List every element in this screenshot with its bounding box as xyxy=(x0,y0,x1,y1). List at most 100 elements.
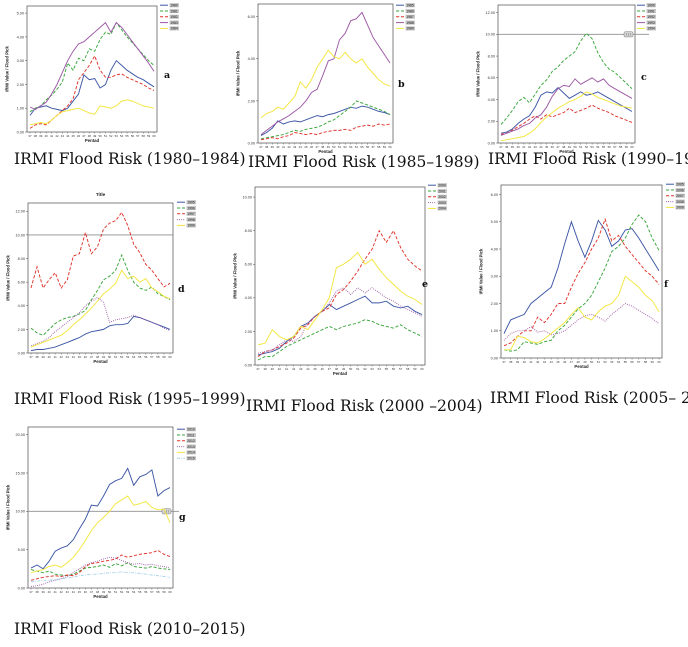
x-tick-label: 37 xyxy=(256,367,260,371)
legend-item-2004[interactable]: 2004 xyxy=(428,206,447,211)
x-tick-label: 42 xyxy=(528,145,532,149)
series-line-1983 xyxy=(29,21,155,110)
x-tick-label: 54 xyxy=(132,355,136,359)
y-tick-label: 8.00 xyxy=(488,54,495,58)
legend-item-2011[interactable]: 2011 xyxy=(177,432,196,437)
legend-item-1985[interactable]: 1985 xyxy=(396,3,415,8)
legend-item-1992[interactable]: 1992 xyxy=(637,14,656,19)
x-tick-label: 40 xyxy=(48,355,52,359)
x-tick-label: 49 xyxy=(93,134,97,138)
series-line-1990 xyxy=(500,86,633,134)
panel-letter-f: f xyxy=(664,279,669,290)
legend-label: 1980 xyxy=(170,4,178,8)
legend-item-1981[interactable]: 1981 xyxy=(160,8,179,13)
y-tick-label: 8.00 xyxy=(245,229,252,233)
series-line-2006 xyxy=(503,214,660,352)
x-tick-label: 37 xyxy=(502,360,506,364)
legend-item-1988[interactable]: 1988 xyxy=(396,20,415,25)
legend-label: 1994 xyxy=(647,27,655,31)
legend-label-highlight xyxy=(437,183,447,188)
x-tick-label: 51 xyxy=(597,360,601,364)
legend-label-highlight xyxy=(675,182,685,187)
legend-item-1996[interactable]: 1996 xyxy=(177,205,196,211)
x-tick-label: 59 xyxy=(383,145,387,149)
legend-label-highlight xyxy=(169,3,179,8)
x-tick-label: 51 xyxy=(114,355,118,359)
legend-item-1993[interactable]: 1993 xyxy=(637,20,656,25)
legend-label-highlight xyxy=(186,205,196,211)
panel-letter-e: e xyxy=(422,279,429,290)
x-tick-label: 41 xyxy=(522,145,526,149)
series-line-2000 xyxy=(257,295,423,356)
legend-item-1991[interactable]: 1991 xyxy=(637,8,656,13)
legend-item-1994[interactable]: 1994 xyxy=(637,26,656,31)
legend-item-2014[interactable]: 2014 xyxy=(177,450,196,455)
plot-border xyxy=(27,426,174,589)
legend-item-2005[interactable]: 2005 xyxy=(666,182,685,187)
y-tick-label: 3.00 xyxy=(491,275,498,279)
series-line-2001 xyxy=(257,319,423,361)
x-tick-label: 49 xyxy=(583,360,587,364)
x-tick-label: 43 xyxy=(66,590,70,594)
legend-item-2003[interactable]: 2003 xyxy=(428,200,447,205)
chart-panel-e: IRMI Value / Flood Pick 0.00 2.00 4.00 6.00 8… xyxy=(230,180,483,415)
series-line-2004 xyxy=(257,251,423,346)
legend-item-1989[interactable]: 1989 xyxy=(396,26,415,31)
legend-label: 2000 xyxy=(438,184,446,188)
legend-label-highlight xyxy=(646,3,656,8)
x-tick-label: 43 xyxy=(61,134,65,138)
legend-item-2001[interactable]: 2001 xyxy=(428,188,447,193)
y-tick-label: 10.00 xyxy=(485,33,495,37)
legend-item-2002[interactable]: 2002 xyxy=(428,194,447,199)
chart-c-caption: IRMI Flood Risk (1990–1994) xyxy=(488,150,688,168)
legend-label-highlight xyxy=(186,427,196,432)
legend-item-1998[interactable]: 1998 xyxy=(177,217,196,222)
x-axis-label: Pentad xyxy=(318,149,333,154)
legend-item-1983[interactable]: 1983 xyxy=(160,20,179,25)
chart-e-caption: IRMI Flood Risk (2000 –2004) xyxy=(246,397,483,415)
legend-item-1987[interactable]: 1987 xyxy=(396,14,415,19)
legend-item-1984[interactable]: 1984 xyxy=(160,26,179,31)
legend-item-2010[interactable]: 2010 xyxy=(177,427,196,432)
x-tick-label: 38 xyxy=(35,590,39,594)
y-axis-label: IRMI Value / Flood Pick xyxy=(236,50,241,96)
x-tick-label: 47 xyxy=(556,145,560,149)
x-tick-label: 53 xyxy=(610,360,614,364)
y-tick-label: 8.00 xyxy=(18,257,25,261)
legend-item-2006[interactable]: 2006 xyxy=(666,187,685,192)
legend-item-1990[interactable]: 1990 xyxy=(637,3,656,8)
legend-item-1980[interactable]: 1980 xyxy=(160,3,179,8)
x-tick-label: 45 xyxy=(304,145,308,149)
x-tick-label: 54 xyxy=(378,367,382,371)
legend-item-2000[interactable]: 2000 xyxy=(428,183,447,188)
x-tick-label: 42 xyxy=(536,360,540,364)
x-tick-label: 51 xyxy=(114,590,118,594)
legend-item-2009[interactable]: 2009 xyxy=(666,205,685,210)
legend-item-2008[interactable]: 2008 xyxy=(666,199,685,204)
y-tick-label: 0.00 xyxy=(245,363,252,367)
legend-label: 2005 xyxy=(676,183,684,187)
legend-item-2015[interactable]: 2015 xyxy=(177,456,196,461)
legend-item-1999[interactable]: 1999 xyxy=(177,223,196,228)
legend-item-2012[interactable]: 2012 xyxy=(177,438,196,443)
legend-item-1995[interactable]: 1995 xyxy=(177,200,196,205)
panel-letter-d: d xyxy=(178,284,185,295)
legend-label-highlight xyxy=(186,450,196,455)
legend-label-highlight xyxy=(646,14,656,19)
legend-item-1986[interactable]: 1986 xyxy=(396,8,415,13)
legend-label-highlight xyxy=(405,20,415,25)
panel-letter-g: g xyxy=(179,512,186,523)
plot-border xyxy=(257,3,394,144)
legend-label: 2012 xyxy=(187,439,195,443)
x-tick-label: 60 xyxy=(657,360,661,364)
legend-item-2007[interactable]: 2007 xyxy=(666,193,685,198)
x-tick-label: 57 xyxy=(613,145,617,149)
legend-item-2013[interactable]: 2013 xyxy=(177,444,196,449)
series-line-1994 xyxy=(500,91,633,142)
y-tick-label: 6.00 xyxy=(245,263,252,267)
legend-item-1997[interactable]: 1997 xyxy=(177,211,196,216)
legend-item-1982[interactable]: 1982 xyxy=(160,14,179,19)
legend-label: 1985 xyxy=(406,4,414,8)
legend-label: 2006 xyxy=(676,188,684,192)
legend-label: 1992 xyxy=(647,15,655,19)
